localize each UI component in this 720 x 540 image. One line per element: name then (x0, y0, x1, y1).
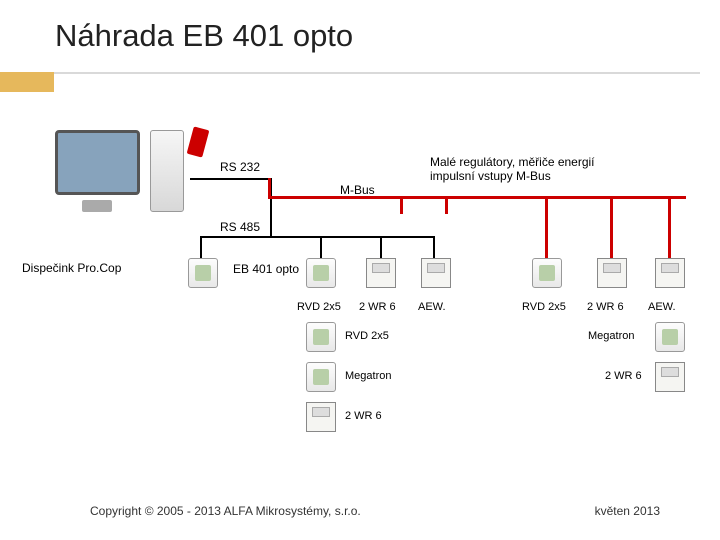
mbus-label: M-Bus (340, 183, 375, 197)
aew-left-label: AEW. (418, 301, 446, 313)
wr6-row3-right-icon (655, 362, 685, 392)
line-rs485 (200, 236, 435, 238)
accent-bar (0, 72, 54, 92)
rvd-left-label: RVD 2x5 (297, 301, 341, 313)
monitor-icon (55, 130, 140, 195)
wr6-row3-right-label: 2 WR 6 (605, 370, 642, 382)
eb401-label: EB 401 opto (233, 262, 299, 276)
drop-left (200, 236, 202, 260)
footer: Copyright © 2005 - 2013 ALFA Mikrosystém… (0, 504, 720, 518)
monitor-base (82, 200, 112, 212)
red-d4 (610, 196, 613, 258)
aew-meter-right-icon (655, 258, 685, 288)
wr6-row4-left-label: 2 WR 6 (345, 410, 382, 422)
drop-2 (380, 236, 382, 260)
copyright-text: Copyright © 2005 - 2013 ALFA Mikrosystém… (90, 504, 361, 518)
drop-3 (433, 236, 435, 260)
red-bus (268, 196, 686, 199)
aew-right-label: AEW. (648, 301, 676, 313)
red-d2 (445, 196, 448, 214)
rs485-label: RS 485 (220, 220, 260, 234)
wr6-right-label: 2 WR 6 (587, 301, 624, 313)
rvd-right-label: RVD 2x5 (522, 301, 566, 313)
dispatch-label: Dispečink Pro.Cop (22, 261, 121, 275)
rs232-label: RS 232 (220, 160, 260, 174)
megatron-right-label: Megatron (588, 330, 634, 342)
rvd-device-right-icon (532, 258, 562, 288)
rvd-row2-icon (306, 322, 336, 352)
aew-meter-left-icon (421, 258, 451, 288)
megatron-right-icon (655, 322, 685, 352)
wr6-row4-left-icon (306, 402, 336, 432)
eb401-device-icon (188, 258, 218, 288)
red-d1 (400, 196, 403, 214)
wr6-meter-right-icon (597, 258, 627, 288)
rvd-row2-label: RVD 2x5 (345, 330, 389, 342)
rvd-device-left-icon (306, 258, 336, 288)
usb-dongle-icon (187, 126, 210, 157)
pc-tower-icon (150, 130, 184, 212)
megatron-left-label: Megatron (345, 370, 391, 382)
line-rs232 (190, 178, 270, 180)
wr6-meter-left-icon (366, 258, 396, 288)
page-title: Náhrada EB 401 opto (55, 18, 353, 54)
red-d3 (545, 196, 548, 258)
megatron-left-icon (306, 362, 336, 392)
drop-1 (320, 236, 322, 260)
divider (54, 72, 700, 74)
red-vstart (268, 178, 271, 198)
regulators-label: Malé regulátory, měřiče energií impulsní… (430, 155, 595, 183)
wr6-left-label: 2 WR 6 (359, 301, 396, 313)
date-text: květen 2013 (595, 504, 660, 518)
red-d5 (668, 196, 671, 258)
